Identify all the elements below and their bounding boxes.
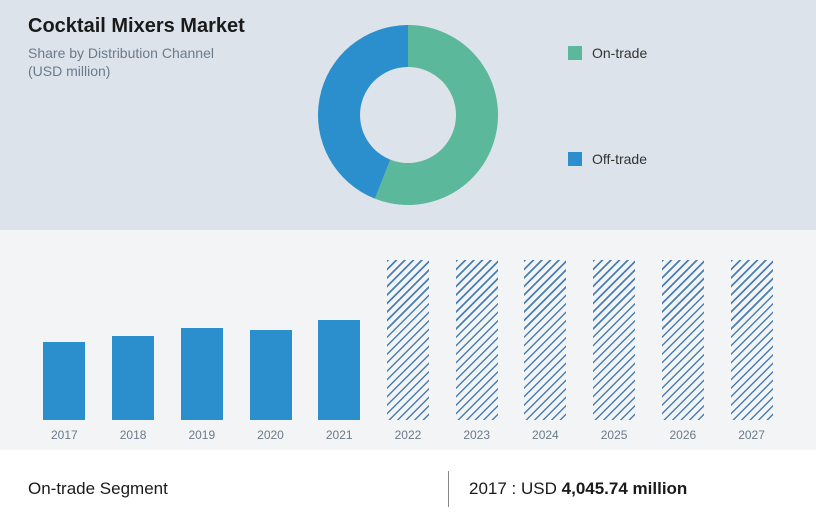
bar-2027 [731,260,773,420]
donut-chart [308,15,508,215]
x-label-2023: 2023 [447,428,507,442]
bar-col-2019 [172,328,232,420]
footer-year: 2017 [469,479,507,498]
bar-chart-panel: 2017 2018 2019 2020 2021 2022 2023 2024 2025 2026… [0,230,816,450]
bar-col-2026 [653,260,713,420]
bar-col-2020 [241,330,301,420]
bar-col-2022 [378,260,438,420]
bar-2023 [456,260,498,420]
legend-item-on-trade: On-trade [568,45,796,61]
footer-amount: 4,045.74 million [562,479,688,498]
legend-label: Off-trade [592,151,647,167]
x-label-2021: 2021 [309,428,369,442]
x-label-2017: 2017 [34,428,94,442]
x-label-2022: 2022 [378,428,438,442]
bar-2017 [43,342,85,420]
bar-col-2024 [515,260,575,420]
bar-col-2021 [309,320,369,420]
legend-swatch [568,46,582,60]
legend-item-off-trade: Off-trade [568,151,796,167]
top-panel: Cocktail Mixers Market Share by Distribu… [0,0,816,230]
legend-swatch [568,152,582,166]
x-label-2018: 2018 [103,428,163,442]
bar-col-2027 [722,260,782,420]
bar-2020 [250,330,292,420]
x-label-2026: 2026 [653,428,713,442]
footer: On-trade Segment 2017 : USD 4,045.74 mil… [0,450,816,528]
donut-hole [360,67,456,163]
bar-col-2017 [34,342,94,420]
bar-2026 [662,260,704,420]
bar-col-2018 [103,336,163,420]
bars-area [20,250,796,420]
bar-2021 [318,320,360,420]
x-axis-labels: 2017 2018 2019 2020 2021 2022 2023 2024 2025 2026… [20,420,796,442]
legend: On-trade Off-trade [508,15,796,230]
bar-col-2025 [584,260,644,420]
footer-value: 2017 : USD 4,045.74 million [469,479,687,499]
bar-2022 [387,260,429,420]
subtitle-line1: Share by Distribution Channel [28,44,308,62]
page-title: Cocktail Mixers Market [28,15,308,38]
footer-segment: On-trade Segment [28,479,428,499]
title-block: Cocktail Mixers Market Share by Distribu… [28,15,308,230]
subtitle-line2: (USD million) [28,62,308,80]
bar-2025 [593,260,635,420]
footer-currency: USD [521,479,557,498]
bar-2018 [112,336,154,420]
x-label-2019: 2019 [172,428,232,442]
x-label-2020: 2020 [241,428,301,442]
x-label-2024: 2024 [515,428,575,442]
footer-divider [448,471,449,507]
bar-2024 [524,260,566,420]
legend-label: On-trade [592,45,647,61]
x-label-2027: 2027 [722,428,782,442]
x-label-2025: 2025 [584,428,644,442]
bar-2019 [181,328,223,420]
bar-col-2023 [447,260,507,420]
